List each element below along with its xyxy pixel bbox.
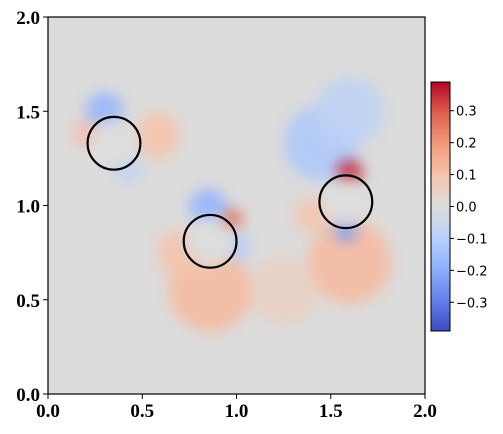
circle-interior xyxy=(185,217,235,266)
y-tick-label: 2.0 xyxy=(16,8,40,29)
colorbar-tick-label: 0.2 xyxy=(456,137,477,152)
colorbar-tick-label: 0.0 xyxy=(456,201,477,216)
y-tick-label: 1.0 xyxy=(16,197,40,218)
x-tick-label: 0.0 xyxy=(36,401,60,422)
colorbar-gradient xyxy=(431,82,450,331)
circle-interior xyxy=(321,177,371,227)
field-blob xyxy=(249,256,318,325)
x-axis: 0.0 0.5 1.0 1.5 2.0 xyxy=(36,394,437,422)
colorbar-tick-label: 0.3 xyxy=(456,105,477,120)
y-tick-label: 0.5 xyxy=(16,291,40,312)
x-tick-label: 0.5 xyxy=(130,401,154,422)
x-tick-label: 2.0 xyxy=(413,401,437,422)
circle-outline xyxy=(182,213,238,269)
y-tick-label: 0.0 xyxy=(16,385,40,406)
plot-area xyxy=(47,16,426,395)
field-blob xyxy=(308,220,392,304)
colorbar: 0.3 0.2 0.1 0.0 −0.1 −0.2 −0.3 xyxy=(430,81,488,332)
field-layer xyxy=(74,77,392,332)
circle-layer xyxy=(86,115,374,269)
colorbar-tick-label: −0.1 xyxy=(456,232,488,247)
colorbar-ticks: 0.3 0.2 0.1 0.0 −0.1 −0.2 −0.3 xyxy=(450,105,488,311)
y-axis: 0.0 0.5 1.0 1.5 2.0 xyxy=(16,8,48,406)
circle-outline xyxy=(318,174,374,230)
circle-interior xyxy=(89,119,139,168)
x-tick-label: 1.5 xyxy=(319,401,343,422)
colorbar-tick-label: −0.2 xyxy=(456,264,488,279)
field-blob xyxy=(315,77,384,146)
field-blob xyxy=(134,113,180,159)
y-tick-label: 1.5 xyxy=(16,102,40,123)
x-tick-label: 1.0 xyxy=(225,401,249,422)
colorbar-tick-label: 0.1 xyxy=(456,169,477,184)
colorbar-tick-label: −0.3 xyxy=(456,296,488,311)
circle-outline xyxy=(86,115,142,171)
